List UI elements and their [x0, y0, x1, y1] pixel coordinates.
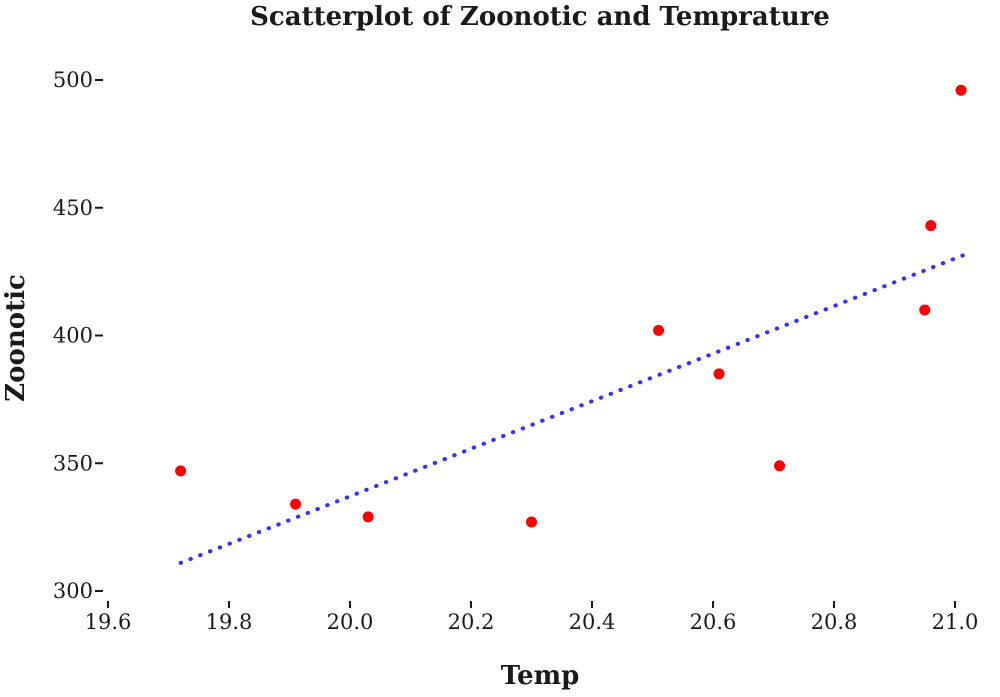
y-axis: 300 350 400 450 500	[53, 68, 103, 603]
y-tick-label: 400	[53, 324, 93, 348]
data-point	[919, 304, 931, 316]
data-point	[774, 460, 786, 472]
x-tick-label: 21.0	[932, 610, 979, 634]
x-axis: 19.6 19.8 20.0 20.2 20.4 20.6 20.8 21.0	[85, 601, 979, 634]
x-axis-label: Temp	[501, 661, 580, 691]
x-tick-label: 19.8	[206, 610, 253, 634]
data-point	[362, 511, 374, 523]
x-tick-label: 20.4	[569, 610, 616, 634]
y-axis-label: Zoonotic	[1, 274, 31, 402]
trend-line	[178, 251, 970, 565]
y-tick-label: 350	[53, 451, 93, 475]
x-tick-label: 20.8	[811, 610, 858, 634]
data-point	[925, 220, 937, 232]
y-tick-label: 300	[53, 579, 93, 603]
data-point	[526, 516, 537, 528]
x-tick-label: 20.6	[690, 610, 737, 634]
chart-title: Scatterplot of Zoonotic and Temprature	[250, 2, 830, 32]
data-point	[955, 84, 967, 96]
x-tick-label: 19.6	[85, 610, 132, 634]
data-point	[175, 465, 187, 477]
x-tick-label: 20.2	[448, 610, 495, 634]
data-point	[713, 368, 725, 380]
x-tick-label: 20.0	[327, 610, 374, 634]
y-tick-label: 500	[53, 68, 93, 92]
data-points	[175, 84, 967, 528]
data-point	[290, 498, 302, 510]
y-tick-label: 450	[53, 196, 93, 220]
data-point	[653, 324, 665, 336]
